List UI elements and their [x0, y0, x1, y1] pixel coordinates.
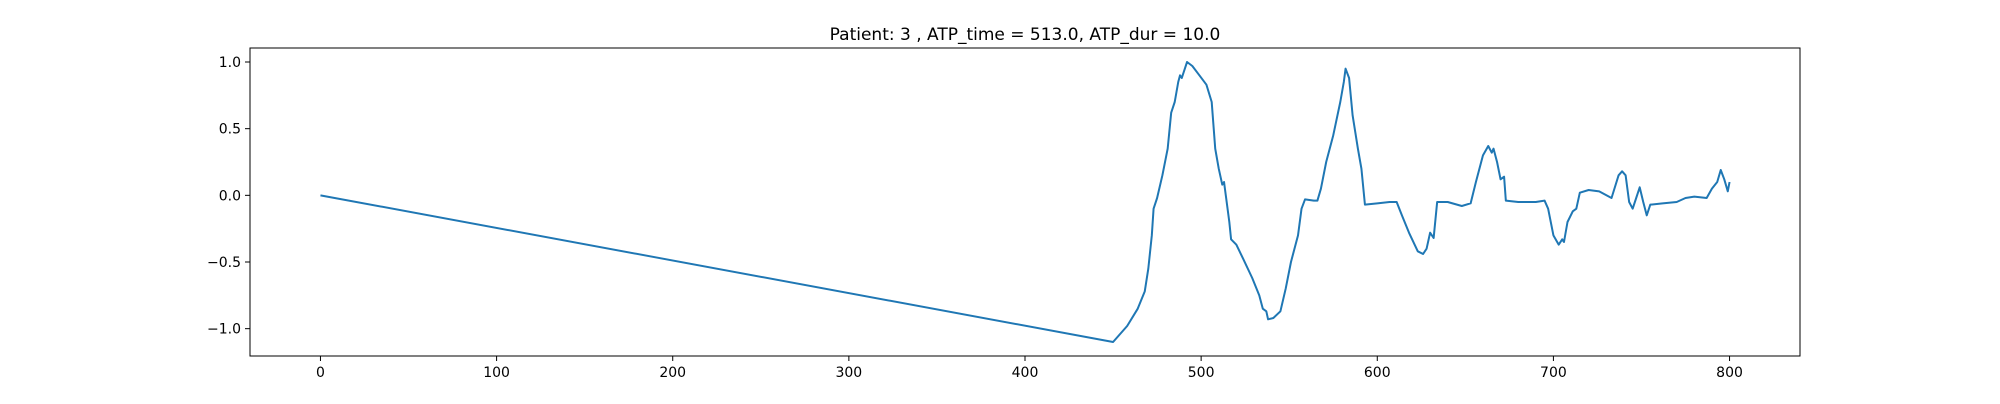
y-tick-label: 0.0 — [219, 188, 241, 204]
y-tick-label: 1.0 — [219, 55, 241, 71]
x-tick-label: 300 — [835, 365, 862, 381]
chart-title: Patient: 3 , ATP_time = 513.0, ATP_dur =… — [830, 25, 1221, 45]
x-tick-label: 0 — [316, 365, 325, 381]
y-tick-label: −1.0 — [207, 322, 241, 338]
data-line — [320, 61, 1731, 343]
plot-frame — [249, 47, 1801, 357]
x-tick-label: 200 — [659, 365, 686, 381]
y-tick-label: −0.5 — [207, 255, 241, 271]
x-tick-label: 100 — [483, 365, 510, 381]
x-tick-label: 800 — [1716, 365, 1743, 381]
x-tick-label: 700 — [1540, 365, 1567, 381]
x-tick-label: 400 — [1012, 365, 1039, 381]
x-tick-label: 600 — [1364, 365, 1391, 381]
y-tick-label: 0.5 — [219, 122, 241, 138]
x-tick-label: 500 — [1188, 365, 1215, 381]
